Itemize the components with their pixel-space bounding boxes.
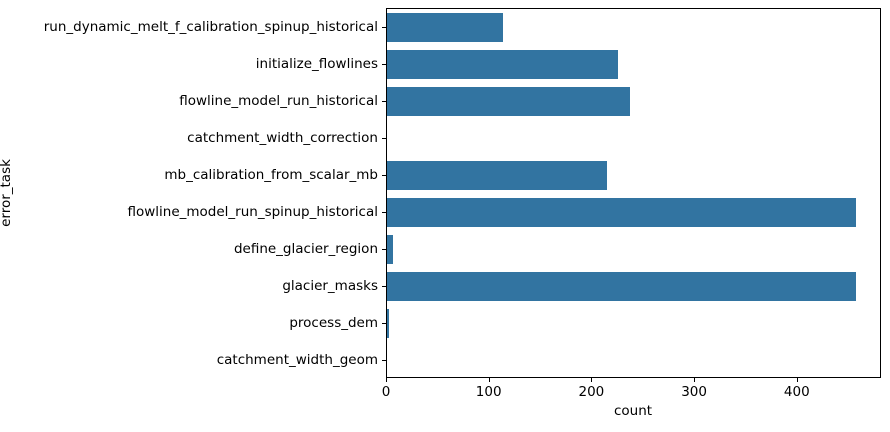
x-tick-mark [488, 378, 490, 382]
y-tick-label: catchment_width_correction [187, 129, 378, 146]
y-tick-mark [382, 211, 386, 213]
x-tick-label: 400 [783, 384, 810, 400]
bar [387, 235, 394, 264]
y-tick-mark [382, 359, 386, 361]
y-tick-mark [382, 174, 386, 176]
x-tick-mark [591, 378, 593, 382]
bar [387, 13, 503, 42]
y-tick-mark [382, 26, 386, 28]
x-tick-label: 300 [681, 384, 707, 400]
x-tick-label: 0 [381, 384, 391, 400]
bar [387, 198, 857, 227]
y-tick-label: flowline_model_run_historical [179, 92, 378, 109]
y-tick-label: flowline_model_run_spinup_historical [127, 203, 378, 220]
y-tick-label: initialize_flowlines [255, 55, 378, 72]
y-tick-label: catchment_width_geom [216, 351, 378, 368]
y-tick-mark [382, 322, 386, 324]
y-tick-label: process_dem [289, 314, 378, 331]
x-axis-title: count [613, 403, 653, 419]
x-tick-label: 100 [475, 384, 502, 400]
y-tick-mark [382, 63, 386, 65]
y-tick-mark [382, 100, 386, 102]
x-tick-mark [694, 378, 696, 382]
bar [387, 87, 631, 116]
y-tick-mark [382, 285, 386, 287]
bar [387, 272, 857, 301]
y-tick-label: mb_calibration_from_scalar_mb [164, 166, 378, 183]
y-tick-label: glacier_masks [282, 277, 378, 294]
y-tick-labels: run_dynamic_melt_f_calibration_spinup_hi… [0, 8, 378, 378]
bar [387, 309, 390, 338]
x-tick-label: 200 [578, 384, 605, 400]
bar [387, 50, 619, 79]
plot-area [386, 8, 881, 378]
x-tick-mark [796, 378, 798, 382]
y-tick-mark [382, 137, 386, 139]
bar [387, 161, 607, 190]
y-tick-mark [382, 248, 386, 250]
x-tick-mark [386, 378, 387, 382]
y-tick-label: run_dynamic_melt_f_calibration_spinup_hi… [43, 18, 378, 35]
y-tick-label: define_glacier_region [233, 240, 378, 257]
